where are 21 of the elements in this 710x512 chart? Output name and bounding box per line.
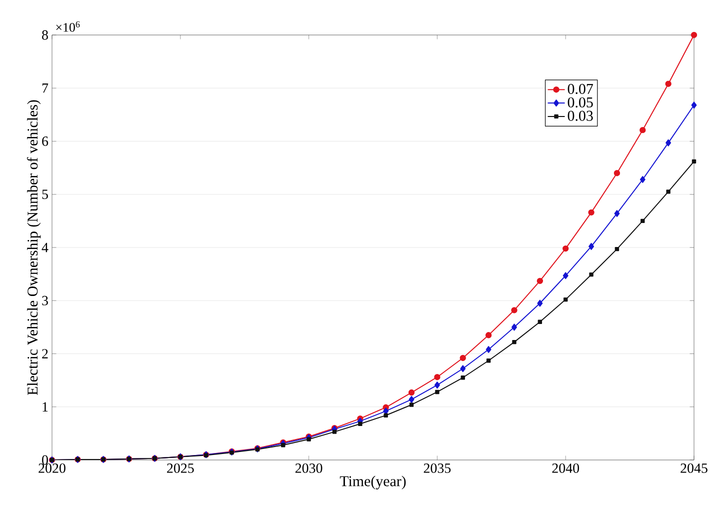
y-tick-label: 1: [42, 402, 48, 412]
x-axis-title: Time(year): [340, 476, 406, 490]
x-tick-label: 2025: [167, 464, 194, 473]
y-tick-label: 4: [42, 242, 48, 252]
y-tick-label: 3: [42, 296, 48, 306]
y-tick-label: 8: [42, 30, 48, 40]
x-tick-label: 2030: [295, 464, 322, 473]
y-tick-label: 7: [42, 84, 48, 93]
y-tick-label: 6: [42, 136, 48, 146]
text: ×10$^{6}$: [56, 21, 80, 32]
legend-label: 0.05: [568, 97, 593, 108]
y-axis-title: Electric Vehicle Ownership (Number of vehicles): [26, 100, 41, 395]
x-tick-label: 2020: [38, 464, 66, 473]
y-tick-label: 0: [42, 455, 48, 465]
x-tick-label: 2045: [680, 464, 708, 473]
x-tick-label: 2040: [552, 464, 580, 473]
legend-label: 0.03: [568, 110, 593, 121]
y-tick-label: 2: [42, 349, 48, 358]
y-tick-label: 5: [42, 190, 48, 199]
x-tick-label: 2035: [424, 464, 451, 473]
legend-label: 0.07: [568, 84, 593, 94]
